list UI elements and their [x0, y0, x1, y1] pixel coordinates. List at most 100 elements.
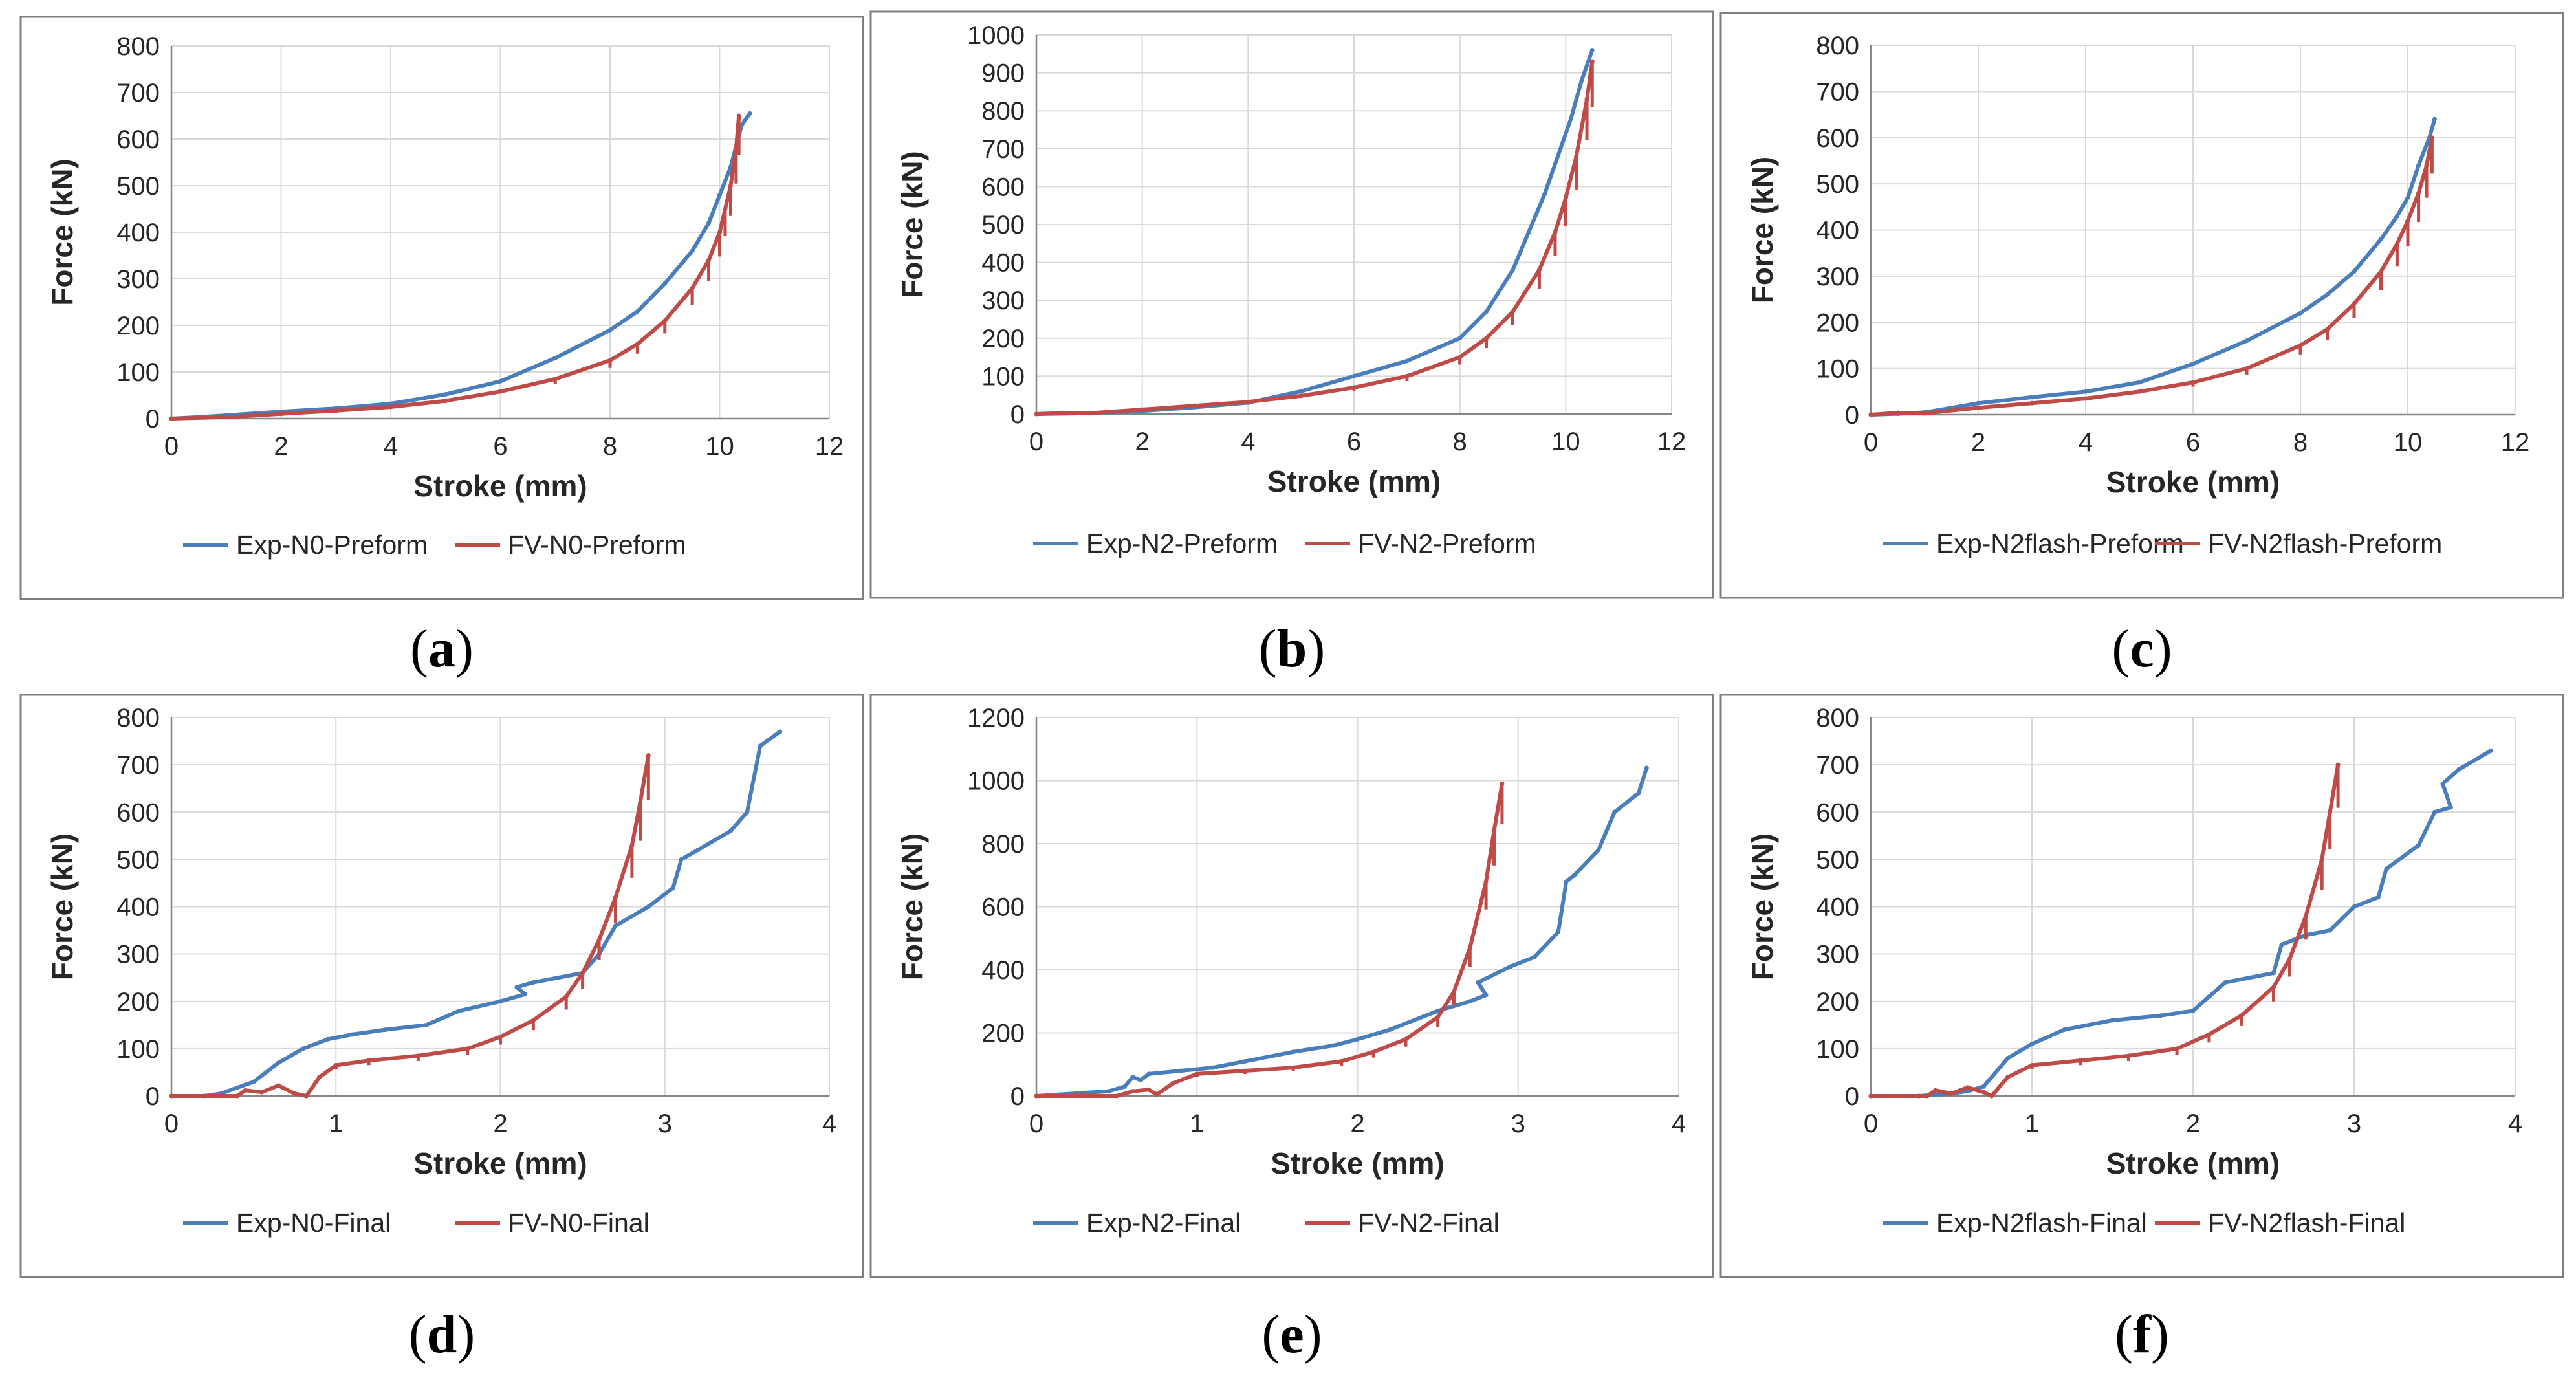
data-point: [1138, 1078, 1143, 1083]
y-tick-label: 700: [116, 751, 160, 780]
y-axis-title: Force (kN): [45, 833, 79, 980]
y-tick-label: 400: [981, 249, 1025, 278]
data-point: [2319, 857, 2324, 862]
y-tick-label: 500: [116, 846, 160, 874]
x-axis-title: Stroke (mm): [413, 1146, 587, 1180]
y-tick-label: 200: [981, 1020, 1025, 1048]
x-tick-label: 4: [2508, 1110, 2522, 1138]
data-point: [1484, 309, 1489, 314]
y-tick-label: 600: [981, 173, 1025, 201]
data-point: [366, 1058, 371, 1063]
data-point: [1060, 410, 1065, 415]
y-tick-label: 800: [981, 830, 1025, 859]
panel-label: (c): [2112, 619, 2172, 679]
data-point: [2029, 1062, 2035, 1068]
data-point: [276, 1060, 281, 1066]
data-point: [2335, 762, 2341, 767]
data-point: [279, 411, 283, 417]
series-line: [1869, 117, 2437, 417]
data-point: [607, 327, 613, 333]
data-point: [1584, 97, 1589, 102]
x-tick-label: 1: [2025, 1110, 2039, 1138]
x-axis-title: Stroke (mm): [1271, 1146, 1444, 1180]
panel-label: (a): [410, 619, 474, 679]
y-tick-label: 400: [1816, 217, 1859, 245]
legend-label: Exp-N2-Final: [1086, 1208, 1241, 1238]
y-tick-label: 500: [1816, 846, 1859, 874]
data-point: [2062, 1027, 2067, 1033]
data-point: [2394, 241, 2399, 246]
panel-label: (d): [409, 1304, 475, 1364]
data-point: [1140, 407, 1145, 412]
data-point: [1511, 309, 1515, 314]
data-point: [2298, 311, 2303, 316]
data-point: [2394, 214, 2399, 219]
data-point: [662, 318, 668, 323]
data-point: [2384, 866, 2389, 871]
legend-label: FV-N2flash-Final: [2208, 1208, 2405, 1238]
data-point: [498, 378, 503, 384]
data-point: [1579, 78, 1584, 83]
data-point: [563, 994, 569, 999]
x-tick-label: 2: [1971, 428, 1985, 457]
y-tick-label: 0: [1010, 1082, 1025, 1111]
data-point: [552, 355, 558, 360]
data-point: [465, 1046, 470, 1051]
y-tick-label: 500: [116, 172, 160, 201]
y-tick-label: 900: [981, 60, 1025, 88]
data-point: [2456, 767, 2461, 772]
data-point: [2174, 1046, 2179, 1051]
y-tick-label: 600: [1816, 124, 1859, 153]
data-point: [2207, 994, 2212, 999]
data-point: [2416, 163, 2421, 168]
data-point: [1484, 336, 1489, 341]
data-point: [1243, 1058, 1248, 1064]
data-point: [1532, 955, 1537, 959]
chart-panel-f: 0 100 200 300 400 500 600 700 800 0 1 2 3 4 Stroke (mm…: [1719, 694, 2564, 1278]
y-tick-label: 200: [981, 325, 1025, 353]
series-fv: [169, 753, 651, 1099]
data-point: [1122, 1084, 1128, 1089]
data-point: [745, 809, 750, 815]
data-point: [169, 1093, 174, 1099]
series-line: [169, 729, 782, 1098]
y-tick-label: 700: [116, 79, 160, 107]
data-point: [415, 1053, 420, 1058]
series-line: [1034, 782, 1504, 1098]
data-point: [1106, 1089, 1111, 1094]
data-point: [1492, 829, 1497, 833]
chart-panel-c: 0 100 200 300 400 500 600 700 800 0 2 4 6 8 10 12 Stroke…: [1719, 12, 2564, 599]
data-point: [2325, 327, 2330, 332]
data-point: [2303, 914, 2308, 919]
y-tick-label: 0: [1845, 401, 1859, 430]
data-point: [635, 309, 640, 314]
data-point: [1933, 1088, 1938, 1093]
series-fv: [1034, 781, 1505, 1099]
data-point: [1563, 195, 1568, 201]
data-point: [778, 729, 783, 734]
data-point: [498, 999, 503, 1004]
data-point: [498, 389, 503, 394]
series-line: [1034, 766, 1649, 1098]
data-point: [1170, 1081, 1175, 1086]
data-point: [2190, 361, 2196, 366]
x-tick-label: 2: [1135, 428, 1150, 456]
data-point: [1154, 1092, 1159, 1097]
data-point: [596, 937, 602, 943]
data-point: [2029, 1042, 2035, 1047]
y-tick-label: 300: [116, 941, 160, 969]
x-tick-label: 1: [1190, 1110, 1204, 1138]
data-point: [2279, 942, 2284, 947]
data-point: [1476, 980, 1481, 985]
data-point: [1569, 116, 1574, 121]
x-tick-label: 10: [705, 432, 734, 461]
data-point: [1245, 399, 1250, 404]
series-line: [169, 114, 741, 421]
data-point: [457, 1008, 462, 1013]
data-point: [325, 1036, 331, 1042]
y-tick-label: 100: [1816, 1035, 1859, 1064]
data-point: [1457, 355, 1463, 360]
y-tick-label: 800: [981, 97, 1025, 126]
data-point: [2328, 928, 2333, 933]
